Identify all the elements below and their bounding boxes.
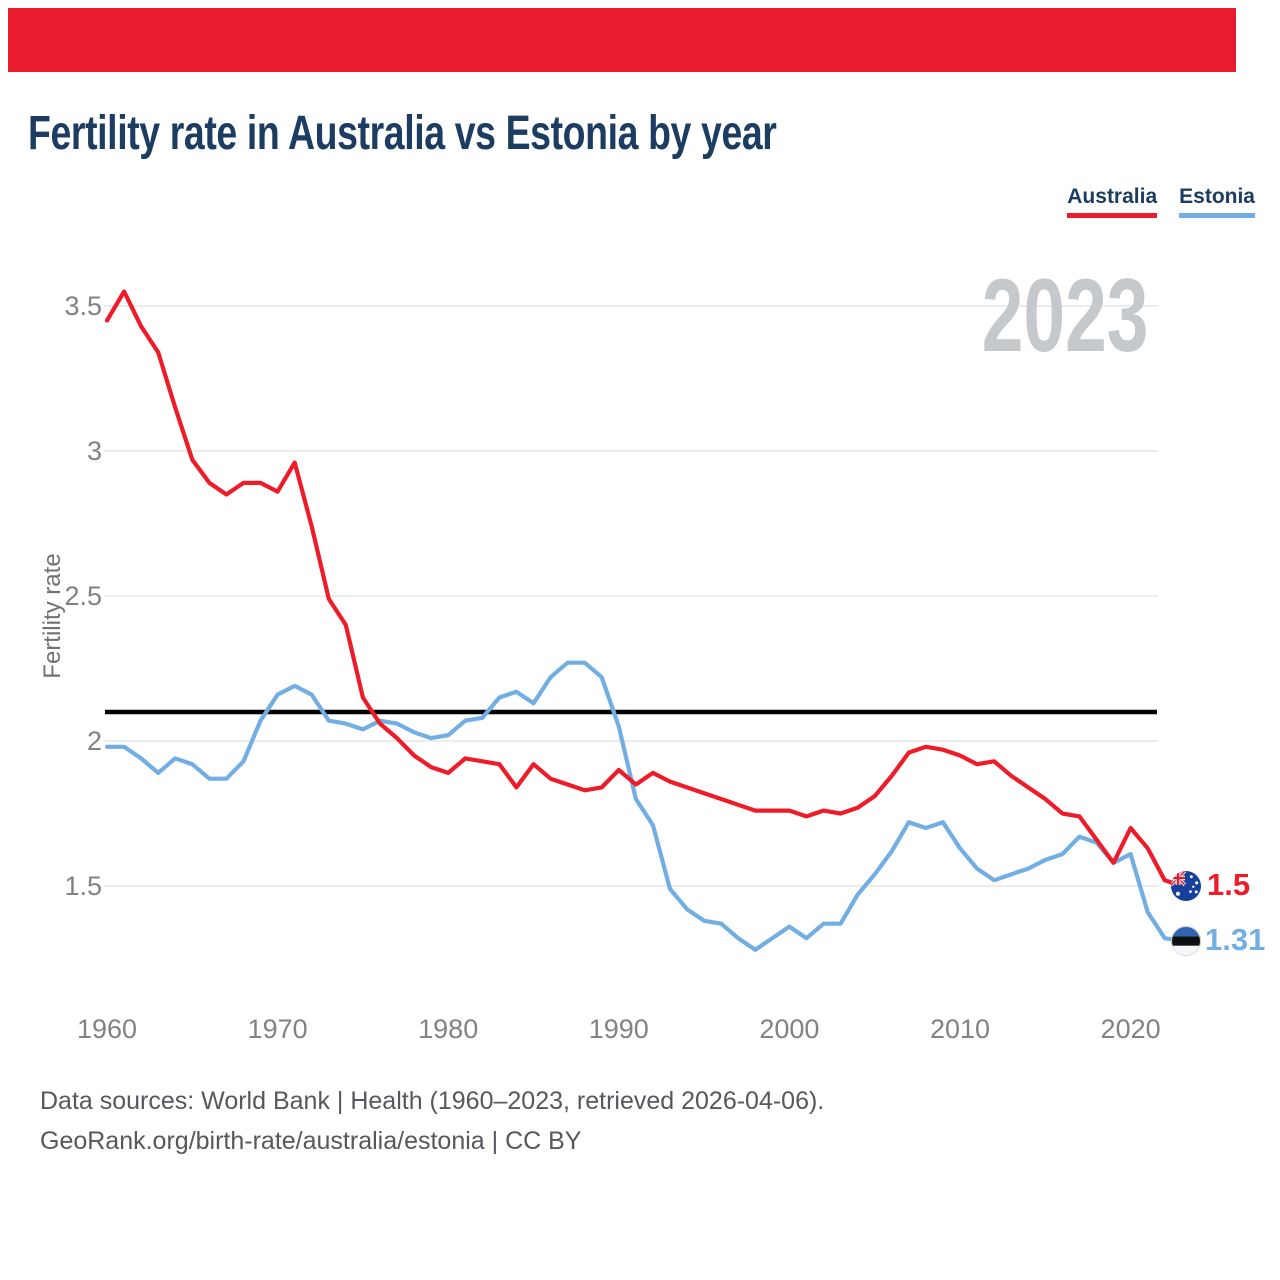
x-tick-label: 1970: [247, 1014, 308, 1044]
estonia-flag-icon: [1171, 926, 1201, 956]
x-tick-label: 1990: [588, 1014, 649, 1044]
x-tick-label: 2010: [929, 1014, 991, 1044]
footer-attribution-line: GeoRank.org/birth-rate/australia/estonia…: [40, 1127, 582, 1155]
legend-item-estonia[interactable]: Estonia: [1179, 185, 1255, 218]
series-line-australia: [104, 289, 1184, 889]
y-tick-label: 3: [86, 436, 102, 466]
footer: Data sources: World Bank | Health (1960–…: [40, 1081, 824, 1161]
y-axis-title: Fertility rate: [39, 553, 66, 679]
y-tick-label: 2: [86, 726, 102, 756]
y-tick-label: 2.5: [64, 581, 102, 611]
watermark-year: 2023: [981, 258, 1148, 374]
chart-legend: Australia Estonia: [1067, 185, 1255, 218]
footer-sources-line: Data sources: World Bank | Health (1960–…: [40, 1087, 825, 1115]
x-tick-label: 1960: [76, 1014, 138, 1044]
series-line-estonia: [104, 660, 1184, 952]
estonia-end-value: 1.31: [1205, 922, 1266, 957]
australia-flag-icon: [1171, 871, 1201, 901]
y-tick-label: 3.5: [64, 291, 102, 321]
x-tick-label: 1980: [418, 1014, 479, 1044]
page-title: Fertility rate in Australia vs Estonia b…: [28, 107, 777, 160]
australia-end-value: 1.5: [1207, 867, 1251, 902]
legend-item-australia[interactable]: Australia: [1067, 185, 1158, 218]
top-banner: [8, 8, 1236, 72]
x-tick-label: 2020: [1100, 1014, 1161, 1044]
x-tick-label: 2000: [759, 1014, 820, 1044]
y-tick-label: 1.5: [64, 871, 102, 901]
